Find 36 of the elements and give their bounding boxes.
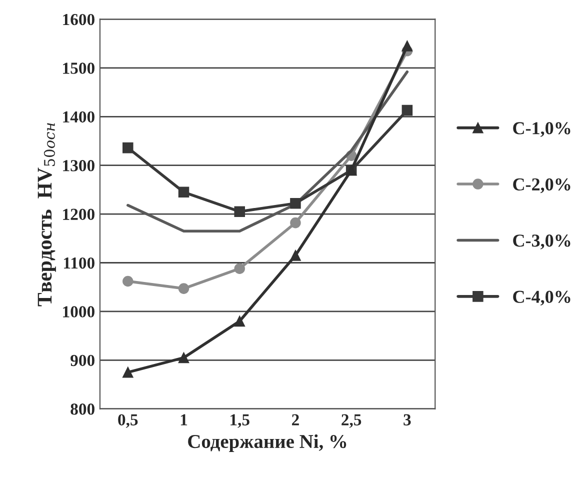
point [234, 206, 245, 217]
point [178, 186, 190, 198]
x-tick-label: 1 [180, 414, 188, 426]
point [122, 366, 134, 378]
y-tick-label: 1100 [64, 257, 94, 269]
y-tick-label: 1000 [63, 306, 94, 318]
point [290, 250, 301, 261]
y-tick-label: 1300 [63, 160, 94, 172]
y-tick-label: 1200 [63, 208, 94, 220]
legend-label: C-4,0% [513, 290, 570, 306]
y-tick-label: 900 [70, 354, 94, 366]
line-series [126, 70, 409, 232]
y-tick-label: 1600 [63, 14, 94, 26]
y-tick-label: 1500 [63, 62, 94, 74]
point [402, 104, 413, 116]
x-tick-label: 3 [404, 414, 411, 426]
y-tick-label: 800 [70, 404, 94, 415]
point [234, 263, 245, 274]
point [234, 316, 245, 327]
x-tick-label: 0,5 [118, 414, 138, 428]
point [122, 276, 134, 287]
x-tick-label: 2,5 [342, 414, 362, 428]
x-tick-label: 1,5 [230, 414, 250, 428]
point [178, 352, 190, 364]
point [178, 283, 190, 294]
legend-label: C-2,0% [513, 178, 570, 194]
point [290, 198, 301, 209]
legend-label: C-1,0% [513, 122, 570, 137]
point [290, 217, 301, 228]
point [122, 142, 134, 154]
y-axis-title: Твердость HV$_{50осн}$ [38, 123, 56, 306]
x-axis-title: Содержание Ni, % [188, 434, 346, 452]
point [402, 40, 413, 52]
y-tick-label: 1400 [63, 111, 94, 123]
legend-label: C-3,0% [513, 234, 570, 250]
x-tick-label: 2 [292, 414, 299, 426]
